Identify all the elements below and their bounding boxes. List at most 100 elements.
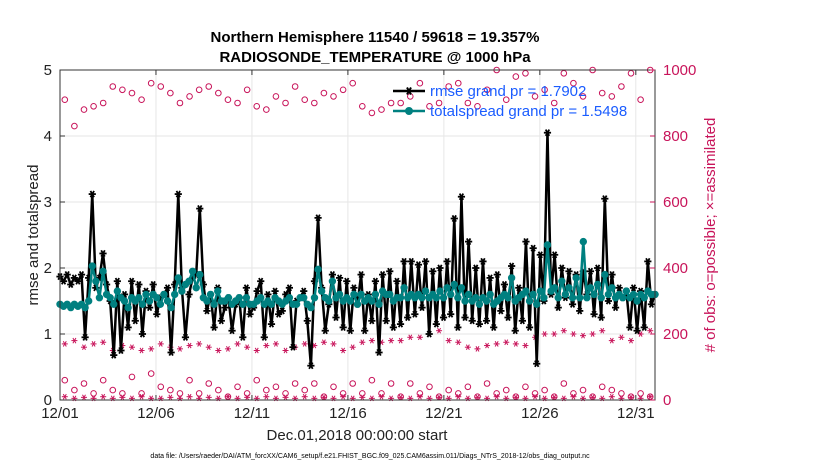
rmse-point	[221, 304, 229, 312]
totalspread-point	[457, 284, 466, 292]
rmse-point	[185, 290, 193, 298]
obs-assimilated-point	[340, 393, 347, 400]
rmse-point	[533, 360, 541, 368]
totalspread-point	[357, 290, 365, 299]
rmse-point	[644, 257, 652, 265]
rmse-point	[246, 310, 254, 318]
totalspread-point	[601, 270, 609, 279]
obs-assimilated-point	[320, 394, 327, 401]
totalspread-point	[432, 294, 441, 302]
obs-possible-point	[147, 79, 155, 87]
obs-assimilated-point	[397, 394, 404, 401]
obs-assimilated-point	[532, 393, 539, 400]
obs-possible-point	[243, 86, 251, 94]
rmse-point	[418, 304, 426, 312]
rmse-point	[335, 274, 344, 282]
rmse-point	[285, 284, 293, 292]
rmse-point	[314, 214, 322, 222]
obs-assimilated-point	[301, 393, 308, 400]
rmse-point	[425, 330, 433, 338]
rmse-point	[278, 307, 286, 315]
obs-possible-point	[608, 386, 616, 394]
rmse-point	[554, 304, 562, 312]
obs-possible-point	[320, 89, 328, 97]
obs-possible-point	[311, 380, 318, 387]
totalspread-point	[464, 290, 473, 299]
totalspread-point	[310, 294, 319, 302]
totalspread-point	[346, 297, 355, 305]
totalspread-point	[629, 290, 638, 299]
obs-possible-point	[176, 390, 184, 397]
x-tick-label: 12/06	[137, 405, 175, 422]
obs-possible-point	[215, 89, 222, 97]
rmse-point	[633, 327, 641, 335]
rmse-point	[131, 317, 139, 325]
totalspread-point	[461, 297, 469, 305]
totalspread-point	[558, 277, 566, 285]
obs-assimilated-point	[368, 337, 375, 344]
totalspread-point	[586, 284, 595, 292]
obs-assimilated-point	[234, 341, 241, 347]
totalspread-point	[317, 287, 326, 295]
totalspread-point	[160, 290, 168, 299]
obs-possible-point	[253, 376, 261, 384]
rmse-point	[321, 327, 329, 335]
rmse-point	[203, 307, 211, 315]
obs-assimilated-point	[522, 342, 529, 349]
y-tick-right-label: 400	[663, 260, 688, 277]
totalspread-point	[371, 290, 380, 299]
rmse-point	[264, 290, 272, 298]
obs-assimilated-point	[100, 339, 107, 346]
legend-marker-totalspread	[405, 107, 413, 115]
totalspread-point	[633, 297, 641, 305]
obs-assimilated-point	[589, 331, 596, 337]
rmse-point	[504, 313, 512, 322]
rmse-point	[432, 320, 440, 328]
x-axis-ticks: 12/01 12/06 12/11 12/16 12/21 12/26 12/31	[41, 70, 655, 422]
obs-possible-point	[119, 390, 126, 397]
obs-possible-point	[637, 96, 644, 103]
rmse-point	[457, 193, 466, 201]
rmse-point	[511, 327, 519, 335]
rmse-point	[110, 351, 118, 359]
obs-assimilated-point	[176, 346, 183, 352]
rmse-point	[447, 310, 455, 318]
obs-possible-point	[426, 103, 433, 110]
totalspread-point	[224, 294, 233, 302]
y-tick-right-label: 1000	[663, 62, 696, 79]
totalspread-point	[608, 284, 616, 292]
totalspread-point	[110, 300, 118, 308]
rmse-point	[77, 271, 86, 279]
obs-assimilated-point	[320, 339, 327, 346]
obs-assimilated-point	[186, 342, 193, 349]
totalspread-point	[314, 265, 322, 274]
legend-marker-rmse-star	[405, 87, 413, 95]
rmse-point	[371, 277, 380, 285]
obs-assimilated-point	[455, 339, 462, 346]
rmse-point	[99, 249, 107, 258]
y-tick-right-label: 800	[663, 128, 688, 145]
totalspread-point	[178, 287, 186, 295]
totalspread-point	[507, 274, 516, 282]
totalspread-point	[579, 237, 588, 246]
totalspread-point	[235, 294, 243, 302]
chart-subtitle: RADIOSONDE_TEMPERATURE @ 1000 hPa	[219, 49, 531, 66]
rmse-point	[368, 317, 376, 325]
rmse-point	[239, 333, 247, 341]
rmse-point	[386, 267, 394, 275]
obs-possible-point	[349, 79, 357, 87]
totalspread-point	[300, 294, 308, 302]
obs-assimilated-point	[224, 346, 231, 352]
y-tick-label: 3	[44, 194, 52, 211]
x-tick-label: 12/16	[329, 405, 367, 422]
x-tick-label: 12/31	[617, 405, 655, 422]
rmse-point	[536, 251, 544, 259]
rmse-point	[407, 257, 415, 265]
obs-assimilated-point	[570, 393, 577, 400]
totalspread-point	[590, 290, 598, 299]
obs-assimilated-point	[455, 393, 462, 400]
y-tick-right-label: 0	[663, 392, 671, 409]
y-tick-label: 2	[44, 260, 52, 277]
totalspread-point	[421, 287, 430, 295]
rmse-point	[375, 348, 383, 357]
